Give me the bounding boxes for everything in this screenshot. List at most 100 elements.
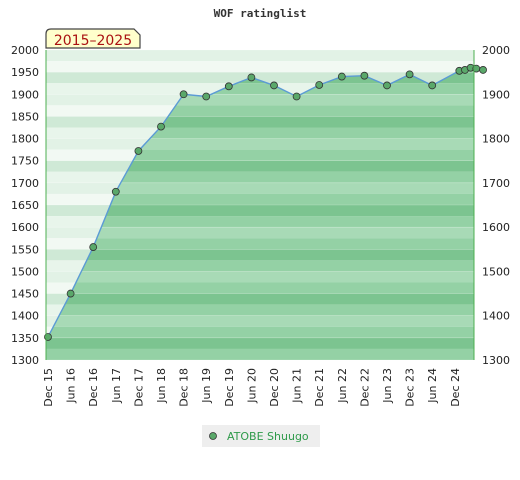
- area-band: [46, 94, 474, 106]
- y-tick-label-right: 2000: [482, 44, 510, 57]
- area-band: [46, 182, 474, 194]
- x-tick-label: Jun 22: [336, 368, 349, 404]
- area-band: [46, 105, 474, 117]
- x-tick-label: Dec 19: [223, 368, 236, 407]
- area-band: [46, 249, 474, 261]
- grid-lines: [46, 49, 474, 361]
- x-tick-label: Jun 19: [200, 368, 213, 404]
- y-tick-label-right: 1500: [482, 265, 510, 278]
- x-tick-label: Dec 23: [404, 368, 417, 407]
- period-badge-box: [45, 28, 141, 49]
- data-point: [224, 82, 233, 91]
- data-point: [337, 72, 346, 81]
- y-tick-label-right: 1700: [482, 177, 510, 190]
- area-band: [46, 238, 474, 250]
- area-band: [46, 304, 474, 316]
- y-tick-label: 1950: [11, 66, 39, 79]
- y-tick-label: 1700: [11, 177, 39, 190]
- area-band: [46, 127, 474, 139]
- data-point: [157, 122, 165, 131]
- data-point: [134, 147, 143, 155]
- area-band: [46, 193, 474, 205]
- x-tick-label: Jun 20: [245, 368, 258, 404]
- legend-label: ATOBE Shuugo: [227, 430, 309, 443]
- background-band: [46, 61, 474, 73]
- y-tick-label-right: 1800: [482, 133, 510, 146]
- area-band: [46, 216, 474, 228]
- x-tick-label: Jun 16: [65, 368, 78, 404]
- area-band: [46, 227, 474, 239]
- area-band: [46, 160, 474, 172]
- data-point: [89, 243, 98, 251]
- legend-marker: [209, 432, 217, 440]
- area-band: [46, 138, 474, 150]
- period-badge-label: 2015–2025: [54, 33, 132, 49]
- area-band: [46, 348, 474, 360]
- x-axis-labels: Dec 15 Jun 16 Dec 16 Jun 17 Dec 17 Jun 18 Dec …: [42, 368, 462, 407]
- area-band: [46, 271, 474, 283]
- area-band: [46, 282, 474, 294]
- data-point: [66, 289, 75, 298]
- x-tick-label: Jun 17: [110, 368, 123, 404]
- x-tick-label: Dec 24: [449, 368, 462, 407]
- y-tick-label: 1850: [11, 110, 39, 123]
- background-band: [46, 50, 474, 62]
- data-point: [315, 81, 324, 89]
- x-tick-label: Dec 20: [268, 368, 281, 407]
- area-band: [46, 260, 474, 272]
- legend: ATOBE Shuugo: [202, 425, 320, 447]
- data-point: [270, 81, 278, 90]
- data-point: [202, 92, 211, 101]
- y-tick-label-right: 1300: [482, 354, 510, 367]
- area-band: [46, 315, 474, 327]
- y-tick-label-right: 1900: [482, 88, 510, 101]
- x-tick-label: Jun 23: [381, 368, 394, 404]
- y-tick-label: 1750: [11, 155, 39, 168]
- x-tick-label: Dec 16: [87, 368, 100, 407]
- data-point: [179, 90, 188, 99]
- y-tick-label: 1300: [11, 354, 39, 367]
- y-tick-label: 1800: [11, 133, 39, 146]
- area-band: [46, 293, 474, 305]
- legend-box: [202, 425, 320, 447]
- area-band: [46, 149, 474, 161]
- area-band: [46, 337, 474, 349]
- area-band: [46, 205, 474, 217]
- data-point: [405, 70, 414, 79]
- area-band: [46, 326, 474, 338]
- y-tick-label: 1900: [11, 88, 39, 101]
- y-tick-label: 2000: [11, 44, 39, 57]
- y-tick-label: 1600: [11, 221, 39, 234]
- y-tick-label: 1500: [11, 265, 39, 278]
- data-point: [111, 187, 120, 196]
- y-axis-left-labels: 1300 1350 1400 1450 1500 1550 1600 1650 1700 1750…: [11, 44, 39, 367]
- area-fill: [46, 67, 474, 360]
- data-point: [247, 73, 256, 82]
- data-point: [383, 81, 391, 90]
- period-badge: 2015–2025: [45, 28, 141, 49]
- data-point: [360, 71, 369, 80]
- y-tick-label: 1400: [11, 310, 39, 323]
- area-band: [46, 171, 474, 183]
- x-tick-label: Dec 22: [358, 368, 371, 407]
- data-points: [44, 63, 487, 341]
- data-point: [428, 81, 437, 90]
- background-band: [46, 72, 474, 84]
- y-tick-label: 1550: [11, 243, 39, 256]
- x-tick-label: Dec 17: [132, 368, 145, 407]
- data-point: [292, 92, 301, 101]
- x-tick-label: Jun 24: [426, 368, 439, 404]
- y-tick-label-right: 1400: [482, 310, 510, 323]
- y-tick-label-right: 1600: [482, 221, 510, 234]
- x-tick-label: Dec 18: [178, 368, 191, 407]
- chart-title: WOF ratinglist: [214, 7, 307, 20]
- y-tick-label: 1650: [11, 199, 39, 212]
- x-tick-label: Jun 18: [155, 368, 168, 404]
- y-tick-label: 1350: [11, 332, 39, 345]
- y-tick-label: 1450: [11, 288, 39, 301]
- x-tick-label: Dec 21: [313, 368, 326, 407]
- x-tick-label: Jun 21: [291, 368, 304, 404]
- area-band: [46, 83, 474, 95]
- data-point: [479, 66, 487, 74]
